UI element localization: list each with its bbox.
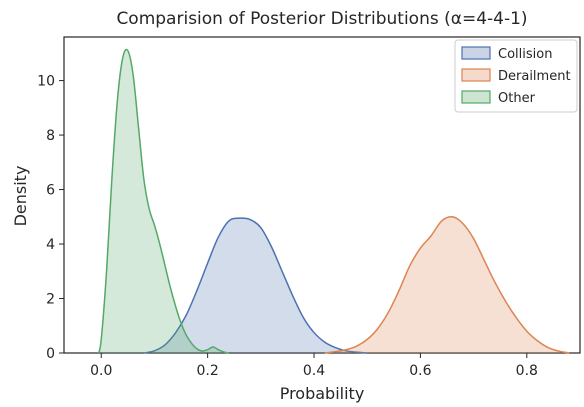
legend-items: Collision Derailment Other (461, 46, 571, 106)
derailment-density-line (324, 215, 570, 354)
collision-density-area (143, 218, 368, 353)
x-tick-label: 0.8 (516, 363, 538, 379)
x-tick-label: 0.6 (409, 363, 431, 379)
legend: Collision Derailment Other (454, 39, 578, 113)
legend-frame (454, 39, 578, 113)
y-tick-label: 0 (46, 346, 55, 362)
legend-label-derailment: Derailment (498, 69, 571, 84)
other-density-area (98, 49, 229, 353)
chart-title: Comparision of Posterior Distributions (… (116, 9, 527, 29)
other-density-line (97, 48, 230, 354)
series-layer (97, 48, 570, 354)
legend-swatch-collision (461, 46, 491, 60)
legend-swatch-other (461, 90, 491, 104)
y-tick-label: 2 (46, 292, 55, 308)
derailment-density-area (324, 216, 570, 353)
legend-label-collision: Collision (498, 47, 552, 62)
x-tick-label: 0.4 (303, 363, 325, 379)
y-axis-ticks: 0 2 4 6 8 10 (37, 74, 64, 362)
y-tick-label: 8 (46, 128, 55, 144)
x-axis-label: Probability (280, 384, 365, 403)
y-tick-label: 10 (37, 74, 55, 90)
legend-swatch-derailment (461, 68, 491, 82)
x-tick-label: 0.0 (90, 363, 112, 379)
y-tick-label: 4 (46, 237, 55, 253)
x-axis-ticks: 0.0 0.2 0.4 0.6 0.8 (90, 353, 538, 379)
y-tick-label: 6 (46, 183, 55, 199)
legend-label-other: Other (498, 91, 536, 106)
y-axis-label: Density (11, 166, 30, 227)
x-tick-label: 0.2 (196, 363, 218, 379)
